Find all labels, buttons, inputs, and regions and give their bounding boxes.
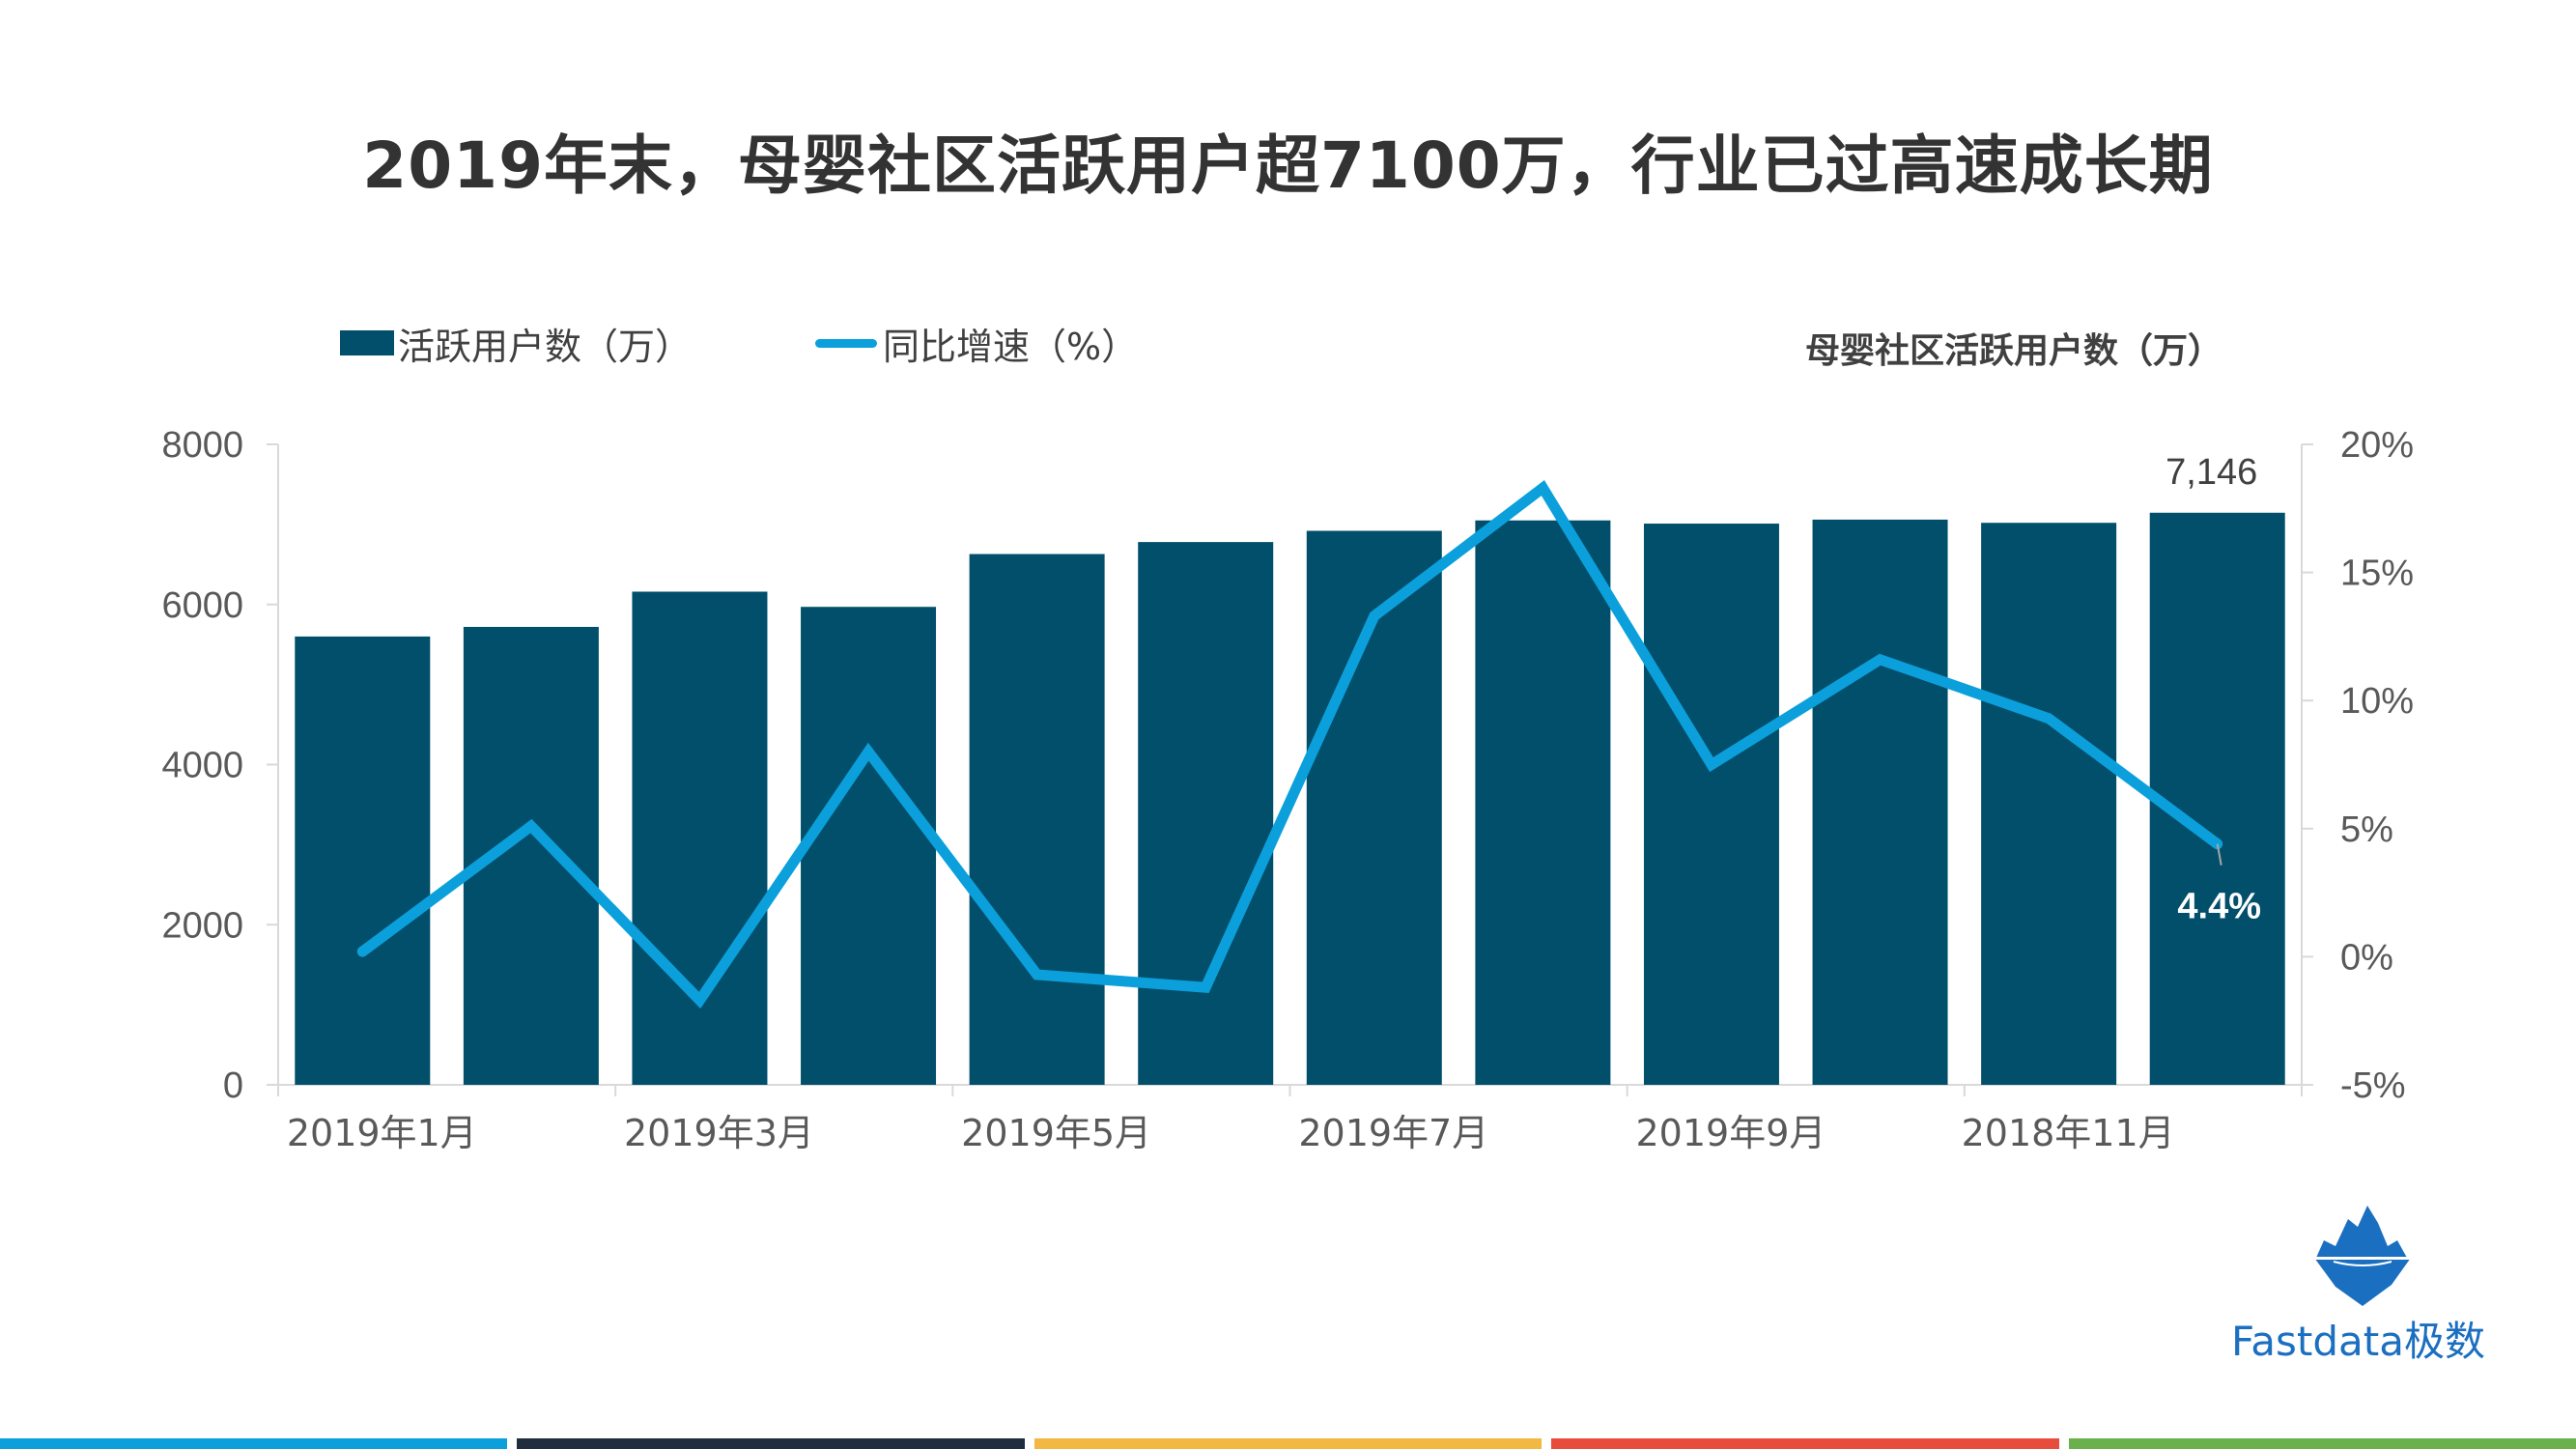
footer-stripe — [517, 1438, 1025, 1449]
chart-caption: 母婴社区活跃用户数（万） — [1804, 331, 2222, 371]
x-tick-label: 2019年3月 — [624, 1112, 814, 1154]
y-right-tick-label: 5% — [2340, 810, 2393, 850]
bar-active-users — [1475, 520, 1611, 1085]
y-left-tick-label: 6000 — [161, 585, 243, 626]
legend-bar-label: 活跃用户数（万） — [398, 325, 693, 368]
bar-active-users — [295, 636, 431, 1085]
footer-stripe — [0, 1438, 508, 1449]
x-tick-label: 2018年11月 — [1962, 1112, 2175, 1154]
last-line-leader — [2216, 843, 2222, 866]
last-bar-data-label: 7,146 — [2166, 452, 2257, 493]
footer-stripe — [1551, 1438, 2059, 1449]
footer-color-bar — [0, 1438, 2576, 1449]
y-left-tick-label: 0 — [223, 1065, 243, 1106]
bar-active-users — [1643, 524, 1779, 1085]
x-tick-label: 2019年5月 — [961, 1112, 1151, 1154]
last-line-data-label: 4.4% — [2177, 887, 2261, 927]
bar-active-users — [1812, 519, 1948, 1085]
bar-active-users — [2149, 512, 2285, 1085]
x-tick-label: 2019年1月 — [287, 1112, 477, 1154]
legend-line-label: 同比增速（%） — [883, 325, 1139, 368]
y-left-tick-label: 8000 — [161, 425, 243, 466]
y-right-tick-label: -5% — [2340, 1065, 2406, 1106]
bar-active-users — [1138, 542, 1274, 1085]
page-title: 2019年末，母婴社区活跃用户超7100万，行业已过高速成长期 — [362, 128, 2214, 203]
footer-stripe — [1033, 1438, 1543, 1449]
y-right-tick-label: 15% — [2340, 554, 2414, 594]
legend-bar-swatch — [340, 330, 394, 355]
footer-stripe — [2068, 1438, 2576, 1449]
legend-item-line: 同比增速（%） — [815, 317, 1138, 370]
fastdata-logo-icon — [2312, 1206, 2413, 1306]
bar-active-users — [969, 554, 1105, 1085]
brand-name: Fastdata极数 — [2231, 1318, 2485, 1365]
x-tick-label: 2019年9月 — [1636, 1112, 1826, 1154]
line-yoy-growth — [356, 480, 2223, 1009]
y-left-tick-label: 2000 — [161, 905, 243, 946]
y-right-tick-label: 10% — [2340, 681, 2414, 722]
bar-active-users — [632, 591, 768, 1085]
bar-active-users — [801, 607, 937, 1085]
y-right-tick-label: 0% — [2340, 937, 2393, 978]
y-right-tick-label: 20% — [2340, 425, 2414, 466]
legend-line-swatch — [815, 338, 878, 348]
legend-item-bar: 活跃用户数（万） — [340, 317, 692, 370]
chart-legend: 活跃用户数（万） 同比增速（%） — [340, 317, 1261, 370]
y-left-tick-label: 4000 — [161, 746, 243, 786]
bar-active-users — [1981, 523, 2117, 1085]
x-tick-label: 2019年7月 — [1298, 1112, 1488, 1154]
